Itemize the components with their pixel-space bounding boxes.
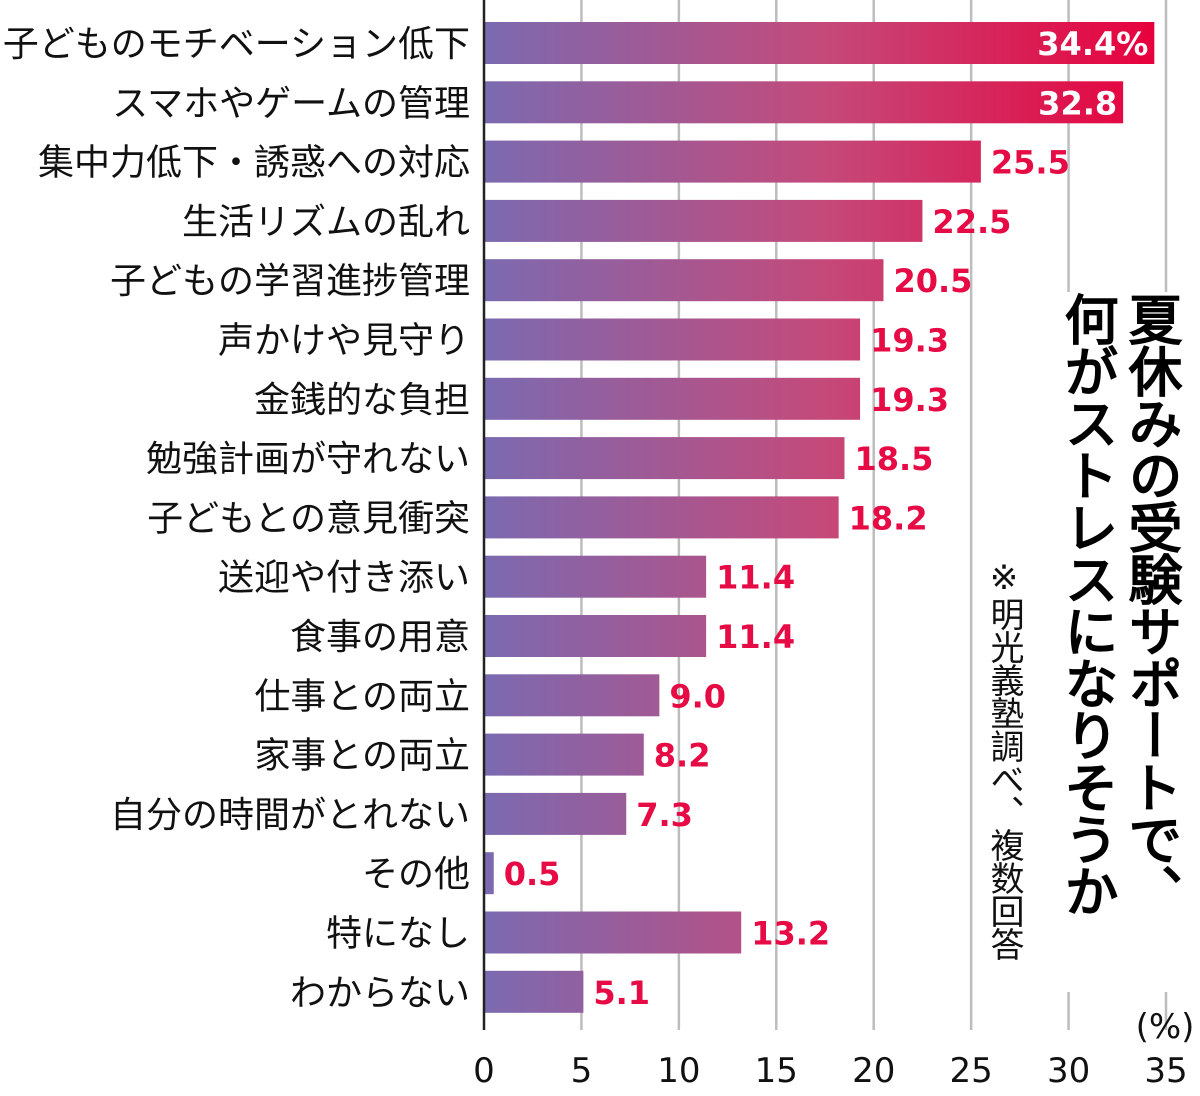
value-label-16: 13.2: [751, 915, 830, 953]
bar-8: [484, 437, 845, 480]
x-tick-label-35: 35: [1144, 1051, 1187, 1091]
category-label-17: わからない: [290, 973, 470, 1014]
x-tick-label-30: 30: [1047, 1051, 1090, 1091]
x-axis: 0 5 10 15 20 25 30 35(%): [473, 0, 1194, 1091]
bar-17: [484, 970, 584, 1013]
x-tick-label-15: 15: [755, 1051, 798, 1091]
category-label-10: 送迎や付き添い: [218, 558, 470, 599]
x-tick-label-5: 5: [571, 1051, 593, 1091]
bar-14: [484, 792, 627, 835]
category-label-4: 生活リズムの乱れ: [182, 202, 470, 243]
bars: [484, 22, 1155, 1013]
value-label-12: 9.0: [669, 677, 726, 715]
bar-15: [484, 852, 494, 895]
bar-6: [484, 318, 861, 361]
x-tick-label-10: 10: [657, 1051, 700, 1091]
bar-12: [484, 674, 660, 717]
value-label-7: 19.3: [870, 381, 949, 419]
bar-10: [484, 555, 707, 598]
title-line-1: 夏休みの受験サポートで、: [1119, 292, 1182, 916]
value-label-14: 7.3: [636, 796, 693, 834]
bar-16: [484, 911, 742, 954]
value-label-6: 19.3: [870, 322, 949, 360]
bar-2: [484, 81, 1124, 124]
category-label-5: 子どもの学習進捗管理: [110, 261, 470, 302]
category-label-13: 家事との両立: [254, 736, 470, 777]
title-line-2: 何がストレスになりそうか: [1055, 292, 1118, 916]
category-label-6: 声かけや見守り: [218, 321, 470, 362]
category-label-12: 仕事との両立: [254, 676, 470, 717]
x-tick-label-25: 25: [950, 1051, 993, 1091]
category-label-2: スマホやゲームの管理: [112, 83, 470, 124]
value-label-5: 20.5: [893, 262, 972, 300]
category-label-9: 子どもとの意見衝突: [147, 498, 470, 539]
chart-title: 夏休みの受験サポートで、 何がストレスになりそうか: [1050, 292, 1182, 992]
category-label-7: 金銭的な負担: [254, 380, 470, 421]
bar-13: [484, 733, 644, 776]
source-note-box: ※明光義塾調べ、複数回答: [980, 558, 1028, 1008]
bar-11: [484, 615, 707, 657]
bar-1: [484, 22, 1155, 64]
value-label-13: 8.2: [654, 737, 711, 775]
category-labels: 子どものモチベーション低下スマホやゲームの管理集中力低下・誘惑への対応生活リズム…: [3, 24, 470, 1014]
bar-5: [484, 259, 884, 302]
category-label-16: 特になし: [326, 914, 470, 955]
value-label-1: 34.4%: [1037, 25, 1148, 63]
value-label-3: 25.5: [991, 144, 1070, 182]
value-label-4: 22.5: [932, 203, 1011, 241]
category-label-1: 子どものモチベーション低下: [3, 24, 470, 65]
value-label-11: 11.4: [716, 618, 795, 656]
bar-7: [484, 377, 861, 420]
value-labels: 34.4% 32.8 25.5 22.5 20.5 19.3 19.3 18.5 18.2 11.…: [504, 25, 1149, 1012]
unit-label: (%): [1136, 1007, 1195, 1047]
value-label-8: 18.5: [854, 440, 933, 478]
bar-4: [484, 199, 923, 242]
bar-9: [484, 496, 839, 539]
value-label-15: 0.5: [504, 855, 561, 893]
value-label-10: 11.4: [716, 559, 795, 597]
value-label-17: 5.1: [593, 974, 650, 1012]
x-tick-label-0: 0: [473, 1051, 495, 1091]
category-label-11: 食事の用意: [290, 617, 470, 658]
category-label-3: 集中力低下・誘惑への対応: [38, 143, 470, 184]
category-label-8: 勉強計画が守れない: [146, 439, 470, 480]
value-label-2: 32.8: [1038, 84, 1117, 122]
category-label-15: その他: [362, 854, 470, 895]
value-label-9: 18.2: [849, 499, 928, 537]
x-tick-label-20: 20: [852, 1051, 895, 1091]
source-note: ※明光義塾調べ、複数回答: [984, 558, 1024, 960]
category-label-14: 自分の時間がとれない: [110, 795, 470, 836]
bar-3: [484, 140, 981, 183]
